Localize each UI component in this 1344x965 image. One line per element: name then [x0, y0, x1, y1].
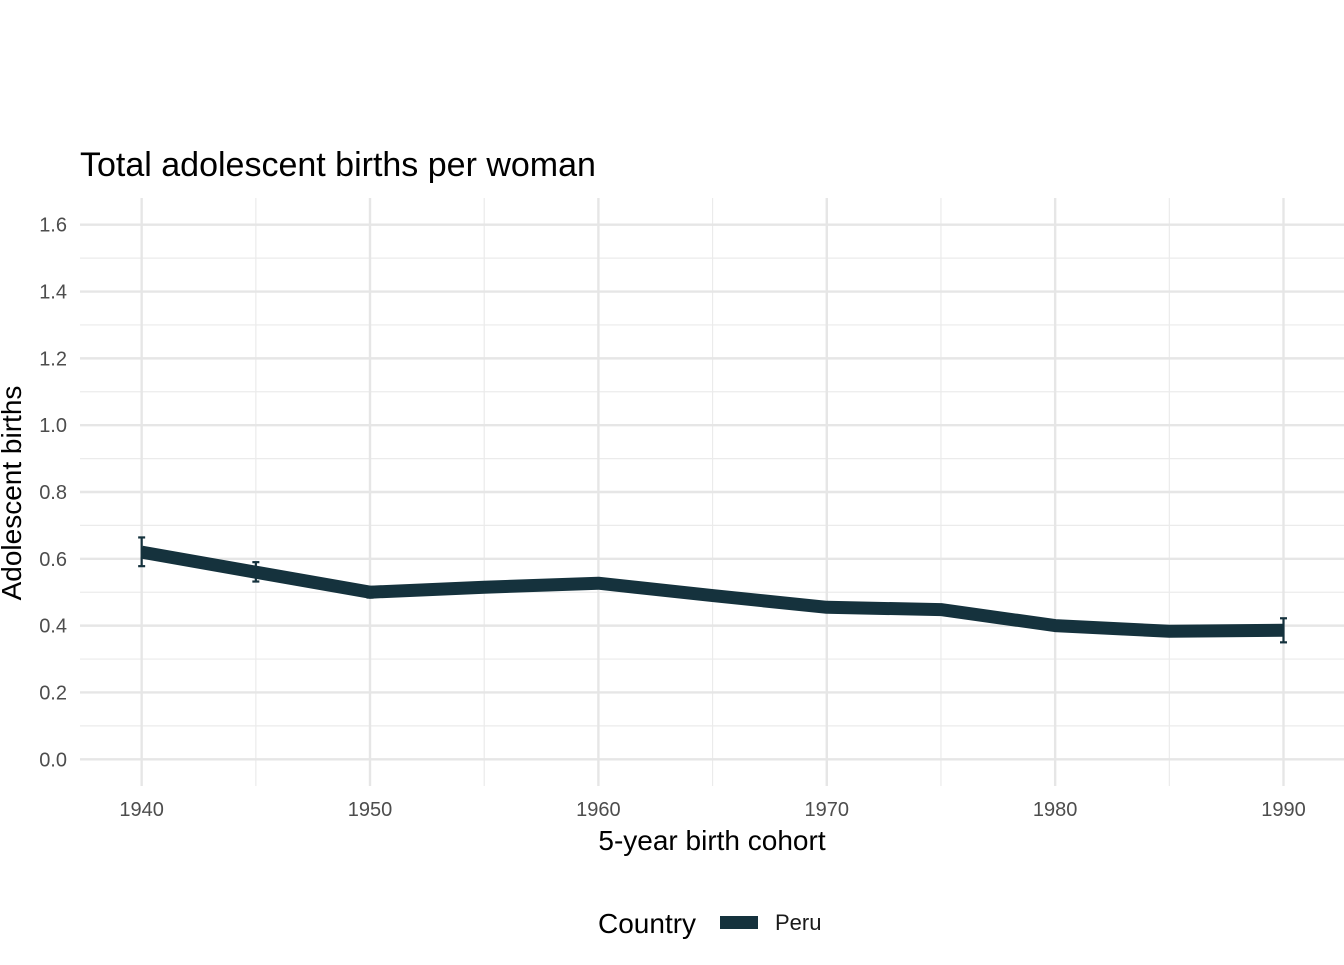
error-bar: [480, 581, 488, 594]
series-line-peru: [140, 545, 1284, 638]
x-axis-label: 5-year birth cohort: [598, 825, 825, 856]
x-tick-label: 1970: [805, 799, 850, 821]
y-axis-tick-labels: 0.0 0.2 0.4 0.6 0.8 1.0 1.2 1.4 1.6: [39, 215, 67, 772]
major-grid: [80, 198, 1344, 786]
legend: Country Peru: [598, 908, 821, 939]
y-tick-label: 1.2: [39, 348, 67, 370]
y-tick-label: 0.2: [39, 682, 67, 704]
y-tick-label: 1.0: [39, 415, 67, 437]
x-tick-label: 1940: [119, 799, 164, 821]
error-bar: [1280, 617, 1287, 644]
y-tick-label: 0.4: [39, 616, 67, 638]
y-tick-label: 0.6: [39, 549, 67, 571]
error-bar: [252, 561, 260, 583]
legend-title: Country: [598, 908, 696, 939]
x-axis-tick-labels: 1940 1950 1960 1970 1980 1990: [119, 799, 1305, 821]
series-layer: [140, 545, 1284, 638]
y-tick-label: 1.6: [39, 215, 67, 237]
y-tick-label: 1.4: [39, 282, 67, 304]
x-tick-label: 1990: [1261, 799, 1306, 821]
x-tick-label: 1960: [576, 799, 621, 821]
error-bars: [138, 536, 1287, 644]
legend-label-peru: Peru: [775, 910, 821, 935]
legend-key-peru: [720, 916, 758, 929]
y-axis-label: Adolescent births: [0, 386, 27, 601]
y-tick-label: 0.8: [39, 482, 67, 504]
error-bar: [366, 585, 374, 599]
chart-title: Total adolescent births per woman: [80, 146, 596, 184]
x-tick-label: 1980: [1033, 799, 1078, 821]
y-tick-label: 0.0: [39, 749, 67, 771]
error-bar: [138, 536, 146, 568]
x-tick-label: 1950: [348, 799, 393, 821]
